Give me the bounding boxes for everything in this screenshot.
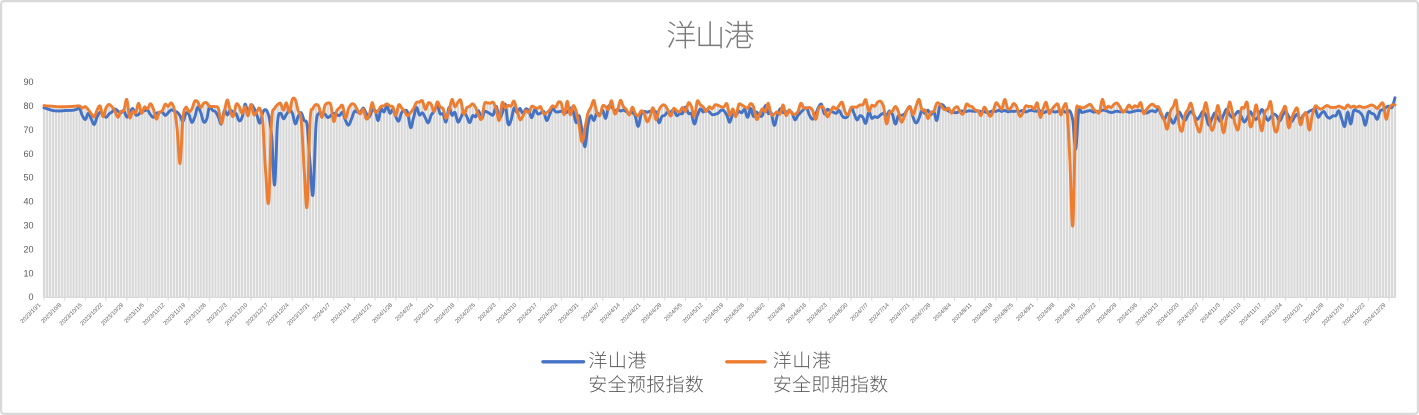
svg-text:20: 20 [23,244,33,254]
svg-text:80: 80 [23,101,33,111]
svg-text:0: 0 [28,292,33,302]
svg-text:50: 50 [23,173,33,183]
svg-text:70: 70 [23,125,33,135]
svg-text:90: 90 [23,77,33,87]
svg-text:10: 10 [23,268,33,278]
svg-text:40: 40 [23,197,33,207]
svg-text:60: 60 [23,149,33,159]
svg-text:30: 30 [23,221,33,231]
